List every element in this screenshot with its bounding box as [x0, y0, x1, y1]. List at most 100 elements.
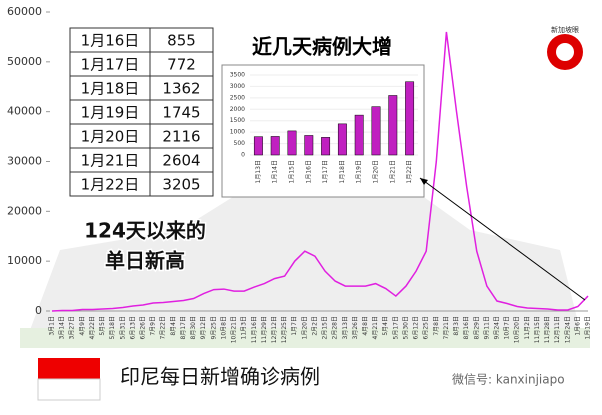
bar	[371, 106, 381, 156]
y-tick-label: 3500	[230, 72, 245, 79]
x-tick-label: 8月4日	[170, 316, 177, 336]
x-tick-label: 5月17日	[392, 316, 399, 339]
y-tick-label: 2000	[230, 106, 245, 113]
y-tick-label: 50000	[7, 55, 42, 68]
x-tick-label: 8月16日	[463, 316, 470, 339]
x-tick-label: 11月28日	[544, 316, 551, 343]
x-tick-label: 1月15日	[289, 160, 296, 183]
x-tick-label: 7月21日	[443, 316, 450, 339]
flag-white	[37, 378, 101, 401]
bar	[354, 114, 364, 156]
x-tick-label: 1月20日	[301, 316, 308, 339]
x-tick-label: 1月20日	[373, 160, 380, 183]
x-tick-label: 2月28日	[332, 316, 339, 339]
x-tick-label: 6月25日	[423, 316, 430, 339]
x-tick-label: 1月17日	[322, 160, 329, 183]
x-tick-label: 5月30日	[402, 316, 409, 339]
x-tick-label: 4月9日	[79, 316, 86, 336]
bar	[287, 130, 297, 156]
bar	[304, 135, 314, 156]
table-date: 1月17日	[81, 56, 140, 74]
x-tick-label: 4月21日	[372, 316, 379, 339]
x-tick-label: 1月18日	[339, 160, 346, 183]
table-date: 1月19日	[81, 104, 140, 122]
x-tick-label: 1月21日	[389, 160, 396, 183]
x-tick-label: 3月1日	[49, 316, 56, 336]
arrow	[419, 177, 586, 301]
footer-title: 印尼每日新增确诊病例	[120, 365, 320, 389]
table-date: 1月18日	[81, 80, 140, 98]
background-temple	[20, 120, 590, 348]
annotation: 124天以来的	[84, 219, 206, 243]
x-tick-label: 8月29日	[473, 316, 480, 339]
x-tick-label: 4月8日	[362, 316, 369, 336]
bar	[388, 95, 398, 156]
x-tick-label: 3月26日	[352, 316, 359, 339]
table-value: 1745	[162, 104, 200, 122]
x-tick-label: 7月22日	[160, 316, 167, 339]
arrow-head	[420, 178, 428, 185]
x-tick-label: 3月14日	[59, 316, 66, 339]
line	[51, 31, 589, 312]
x-tick-label: 3月13日	[342, 316, 349, 339]
x-tick-label: 12月12日	[271, 316, 278, 343]
y-tick-label: 1000	[230, 129, 245, 136]
x-tick-label: 5月18日	[109, 316, 116, 339]
table-value: 2604	[162, 152, 200, 170]
x-tick-label: 7月9日	[150, 316, 157, 336]
x-tick-label: 11月2日	[524, 316, 531, 339]
bar	[337, 123, 347, 156]
annotation: 单日新高	[105, 249, 185, 273]
y-tick-label: 500	[234, 140, 246, 147]
x-tick-label: 6月13日	[129, 316, 136, 339]
table-cell	[69, 123, 151, 149]
x-tick-label: 11月29日	[261, 316, 268, 343]
x-tick-label: 11月15日	[534, 316, 541, 343]
x-tick-label: 1月19日	[356, 160, 363, 183]
x-tick-label: 1月19日	[585, 316, 592, 339]
table-cell	[149, 147, 214, 173]
y-tick-label: 0	[241, 152, 245, 159]
table-cell	[69, 51, 151, 77]
x-tick-label: 8月3日	[453, 316, 460, 336]
x-tick-label: 1月13日	[255, 160, 262, 183]
table-value: 1362	[162, 80, 200, 98]
x-tick-label: 9月11日	[483, 316, 490, 339]
y-tick-label: 3000	[230, 83, 245, 90]
x-tick-label: 1月16日	[305, 160, 312, 183]
y-tick-label: 1500	[230, 117, 245, 124]
table-cell	[149, 75, 214, 101]
x-tick-label: 5月5日	[99, 316, 106, 336]
table-cell	[69, 75, 151, 101]
table-date: 1月22日	[81, 176, 140, 194]
table-cell	[149, 171, 214, 197]
inset-title: 近几天病例大增	[252, 35, 392, 59]
x-tick-label: 2月15日	[322, 316, 329, 339]
table-value: 3205	[162, 176, 200, 194]
x-tick-label: 12月11日	[554, 316, 561, 343]
x-tick-label: 11月3日	[241, 316, 248, 339]
x-tick-label: 8月17日	[180, 316, 187, 339]
table-cell	[149, 27, 214, 53]
y-tick-label: 10000	[7, 254, 42, 267]
x-tick-label: 10月21日	[231, 316, 238, 343]
x-tick-label: 4月22日	[89, 316, 96, 339]
table-value: 855	[167, 32, 196, 50]
x-tick-label: 1月7日	[291, 316, 298, 336]
y-tick-label: 0	[35, 304, 42, 317]
x-tick-label: 9月24日	[493, 316, 500, 339]
x-tick-label: 9月12日	[200, 316, 207, 339]
bar	[270, 136, 280, 156]
logo-text: 新加坡眼	[551, 25, 579, 34]
table-cell	[69, 171, 151, 197]
x-tick-label: 3月27日	[69, 316, 76, 339]
x-tick-label: 10月7日	[504, 316, 511, 339]
x-tick-label: 6月26日	[140, 316, 147, 339]
x-tick-label: 1月14日	[272, 160, 279, 183]
x-tick-label: 12月24日	[564, 316, 571, 343]
table-cell	[149, 99, 214, 125]
x-tick-label: 5月4日	[382, 316, 389, 336]
wechat: 微信号: kanxinjiapo	[452, 373, 565, 387]
